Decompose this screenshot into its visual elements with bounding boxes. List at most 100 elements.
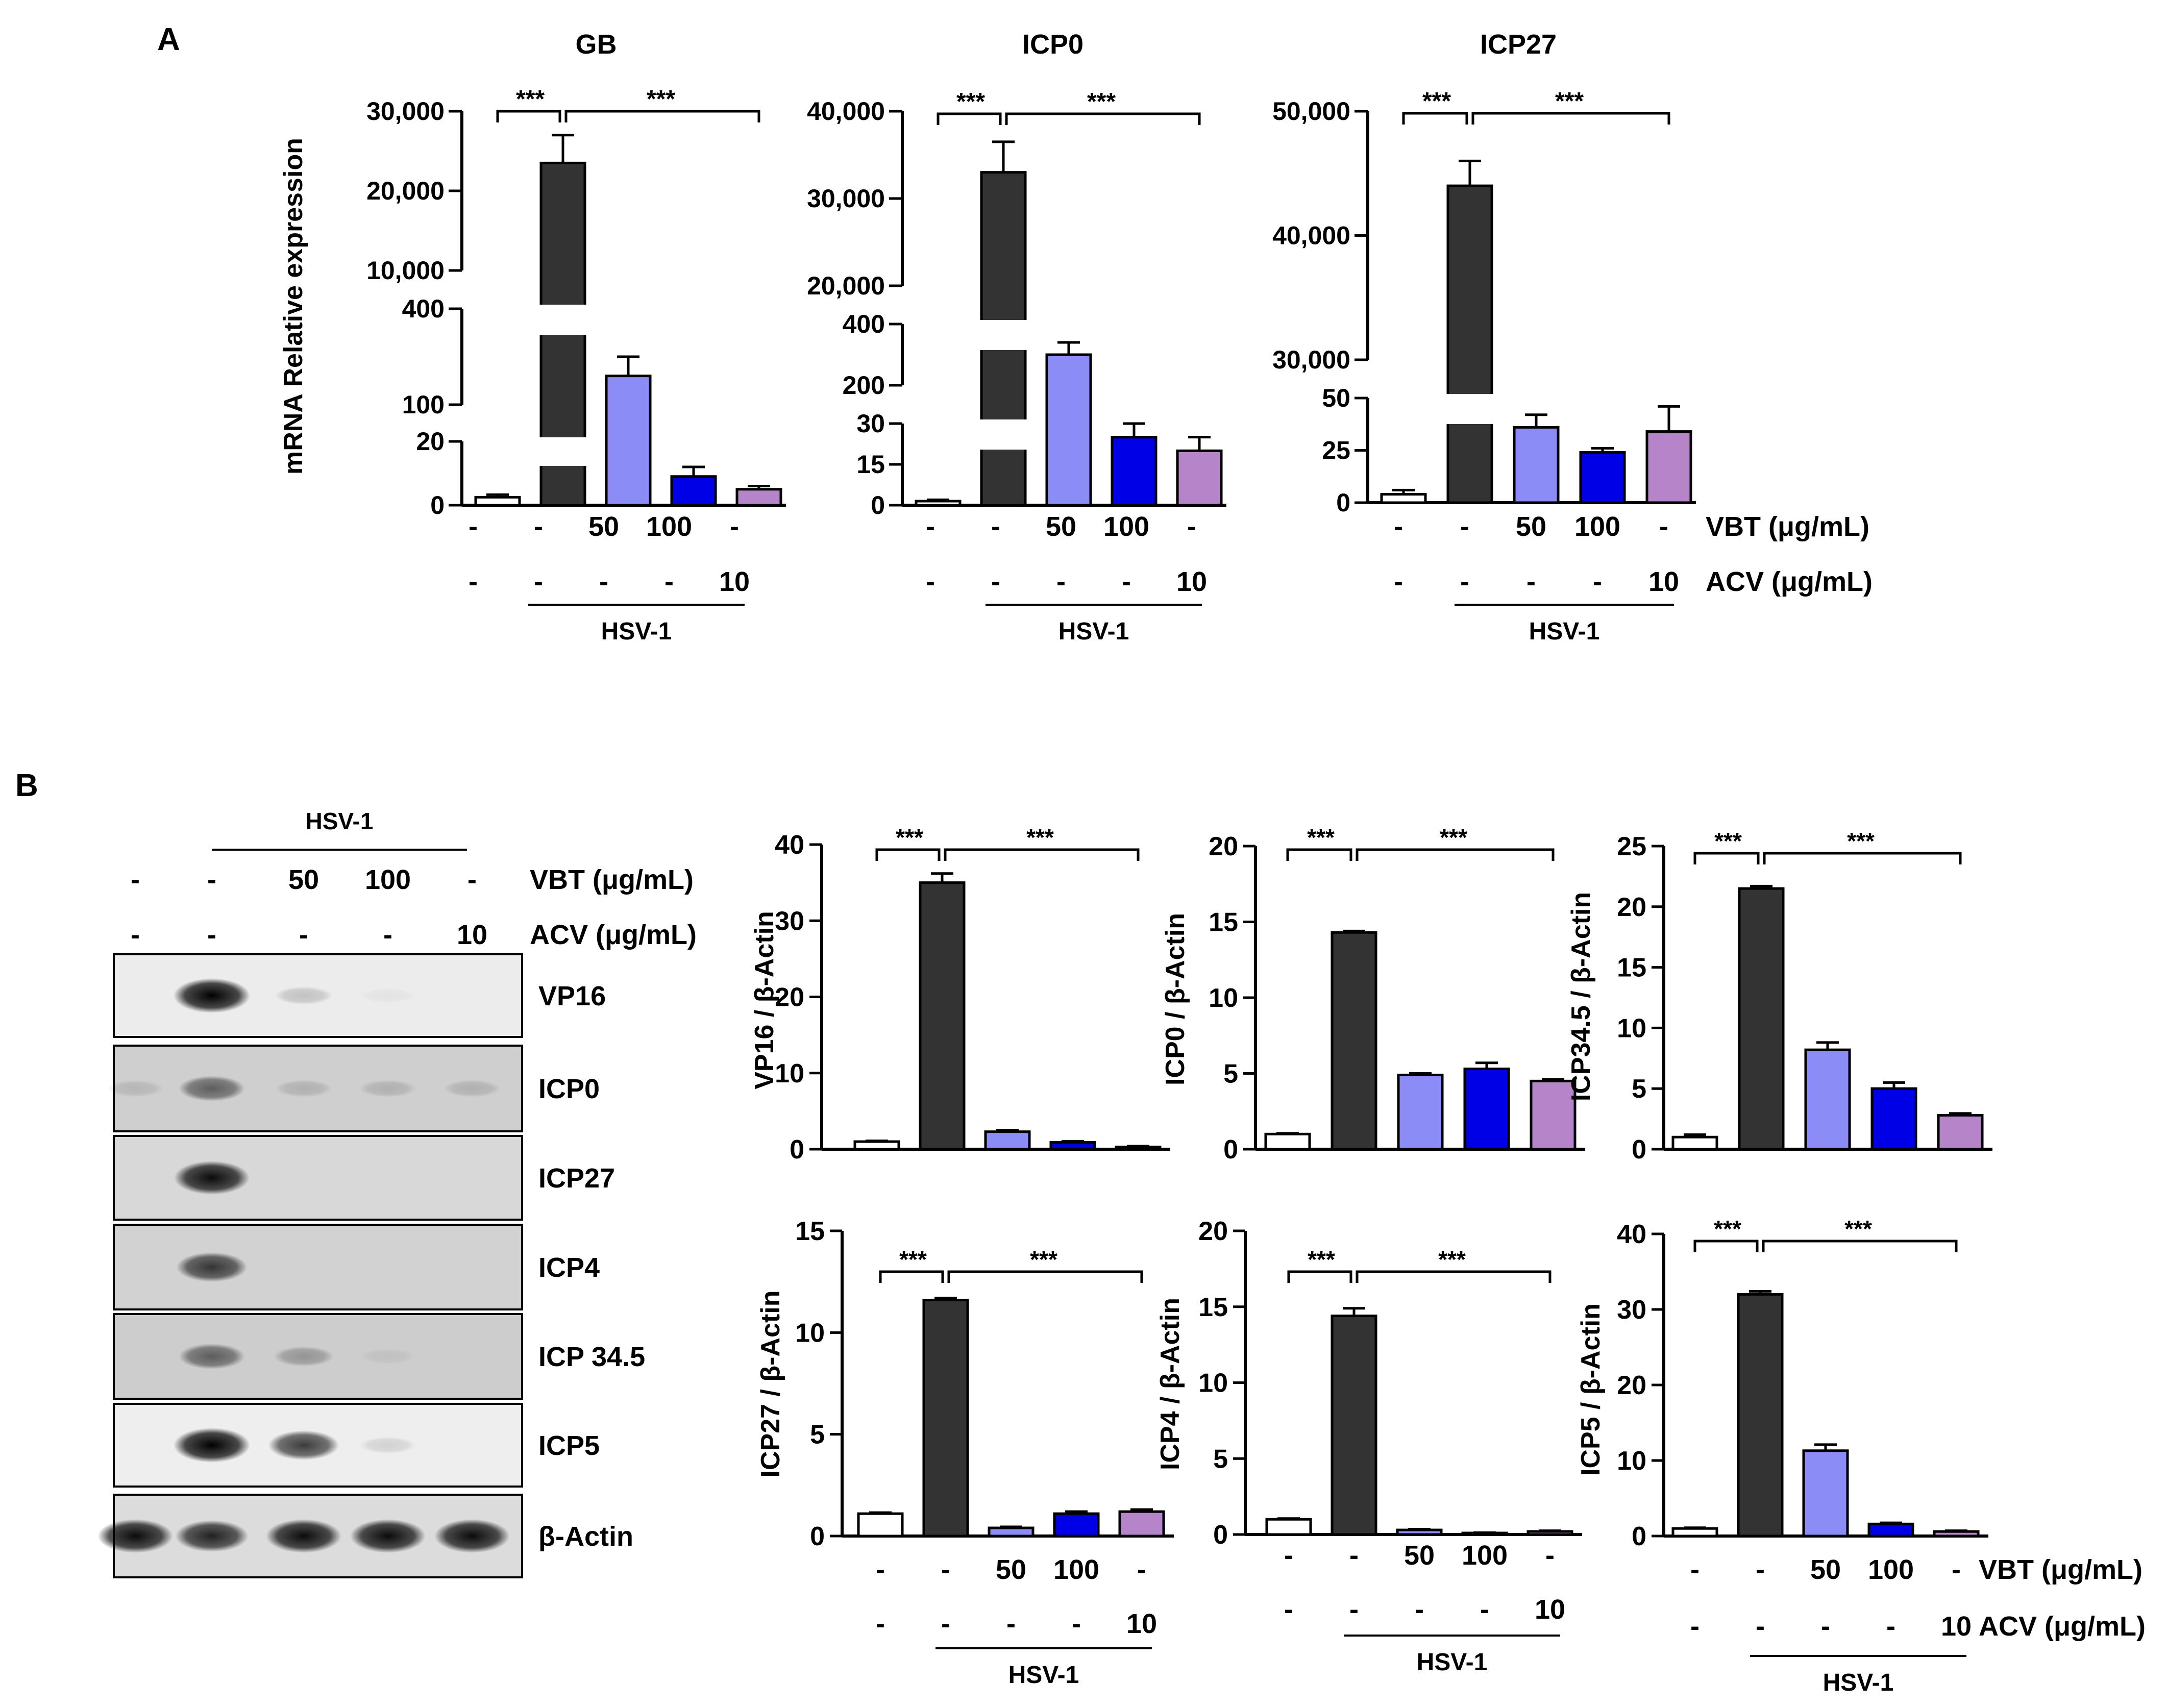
acv-value: -	[1821, 1611, 1830, 1642]
hsv-label: HSV-1	[1008, 1662, 1079, 1689]
bar	[984, 1130, 1031, 1151]
blot-protein-label: VP16	[538, 981, 606, 1011]
bar	[670, 475, 717, 507]
vbt-value: -	[1545, 1540, 1555, 1571]
sig-bracket-1	[879, 1270, 944, 1283]
blot-row: β-Actin	[97, 1494, 633, 1578]
acv-value: -	[1056, 566, 1066, 597]
acv-value: -	[941, 1608, 950, 1639]
sig-bracket-1	[937, 112, 1002, 125]
blot-band	[360, 988, 415, 1003]
y-tick-label: 10,000	[366, 256, 445, 285]
y-tick-label: 10	[1617, 1013, 1646, 1043]
vbt-value: -	[469, 511, 478, 542]
sig-bracket-1	[1402, 112, 1468, 125]
bar	[1265, 1518, 1312, 1536]
blot-band	[274, 1346, 334, 1367]
sig-bracket-2	[947, 1270, 1143, 1283]
bar	[1118, 1510, 1165, 1538]
y-tick-label: 15	[1198, 1293, 1228, 1322]
sig-bracket-1	[496, 110, 561, 122]
vbt-value: -	[991, 511, 1000, 542]
y-axis-label: ICP27 / β-Actin	[756, 1291, 785, 1478]
vbt-value: -	[1659, 511, 1668, 542]
bar	[1802, 1449, 1849, 1538]
acv-value: -	[1460, 566, 1469, 597]
sig-bracket-2	[1471, 112, 1670, 125]
vbt-value: -	[926, 511, 935, 542]
blot-band	[179, 1344, 245, 1369]
y-tick-label: 15	[1617, 953, 1646, 983]
y-tick-label: 40	[775, 830, 804, 860]
sig-label-1: ***	[1714, 828, 1742, 854]
blot-vbt-value: -	[467, 864, 477, 895]
blot-protein-label: β-Actin	[538, 1521, 633, 1552]
sig-label-2: ***	[1438, 1246, 1466, 1273]
chart-title: ICP27	[1480, 29, 1557, 60]
y-tick-label: 0	[430, 491, 445, 519]
hsv-label: HSV-1	[1058, 618, 1129, 645]
bar	[1176, 449, 1223, 507]
vbt-value: 50	[588, 511, 619, 542]
y-tick-label: 20	[1617, 893, 1646, 922]
bar	[922, 1299, 969, 1538]
y-tick-label: 400	[843, 310, 885, 338]
acv-value: -	[1394, 566, 1403, 597]
acv-value: -	[1886, 1611, 1895, 1642]
blot-row: ICP5	[113, 1403, 600, 1488]
acv-value: -	[534, 566, 543, 597]
panel-a-letter: A	[157, 22, 180, 57]
y-tick-label: 200	[843, 371, 885, 400]
y-tick-label: 10	[1617, 1446, 1646, 1476]
y-tick-label: 20	[416, 427, 445, 456]
vbt-label: VBT (μg/mL)	[1706, 511, 1869, 542]
hsv-label: HSV-1	[1529, 618, 1600, 645]
blot-band	[275, 986, 333, 1005]
bar	[1397, 1073, 1444, 1151]
western-blot: HSV-1 - - - - 50 - 100 - - 10 VBT (μg/mL) ACV (μg/mL…	[97, 808, 697, 1578]
sig-bracket-2	[564, 110, 760, 122]
acv-value: -	[1526, 566, 1536, 597]
blot-protein-label: ICP0	[538, 1074, 600, 1104]
blot-band	[179, 1076, 245, 1101]
y-tick-label: 15	[856, 450, 885, 479]
blot-band	[266, 1519, 341, 1553]
sig-bracket-2	[1356, 1270, 1552, 1283]
panel-a-ylabel: mRNA Relative expression	[279, 138, 308, 475]
blot-acv-value: -	[299, 920, 308, 950]
acv-value: -	[664, 566, 674, 597]
blot-acv-value: -	[131, 920, 140, 950]
bar	[735, 488, 782, 507]
blot-band	[434, 1519, 510, 1553]
acv-value: 10	[1176, 566, 1207, 597]
bar	[1380, 493, 1427, 504]
blot-vbt-value: 50	[288, 864, 319, 895]
blot-row: ICP 34.5	[113, 1313, 645, 1400]
hsv-label: HSV-1	[601, 618, 672, 645]
acv-value: -	[1349, 1594, 1359, 1625]
sig-bracket-1	[875, 848, 941, 861]
blot-band	[444, 1080, 501, 1097]
vbt-value: 50	[996, 1554, 1026, 1585]
bar	[1804, 1048, 1851, 1151]
acv-value: -	[1072, 1608, 1081, 1639]
y-tick-label: 5	[1213, 1444, 1228, 1474]
y-tick-label: 30,000	[366, 97, 445, 126]
y-axis-label: ICP5 / β-Actin	[1576, 1303, 1606, 1476]
blot-vbt-value: -	[207, 864, 216, 895]
hsv-label: HSV-1	[1417, 1649, 1488, 1676]
y-tick-label: 25	[1322, 436, 1350, 465]
blot-vbt-value: 100	[365, 864, 411, 895]
y-tick-label: 20,000	[366, 177, 445, 205]
vbt-value: -	[1756, 1554, 1765, 1585]
hsv-label: HSV-1	[1823, 1669, 1894, 1696]
chart-title: GB	[576, 29, 617, 60]
y-tick-label: 10	[1209, 983, 1238, 1013]
bar	[1331, 931, 1377, 1151]
sig-label-2: ***	[1555, 88, 1584, 115]
bar	[1331, 1315, 1377, 1536]
acv-value: -	[1690, 1611, 1700, 1642]
chart-title: ICP0	[1022, 29, 1084, 60]
vbt-value: 100	[1574, 511, 1620, 542]
